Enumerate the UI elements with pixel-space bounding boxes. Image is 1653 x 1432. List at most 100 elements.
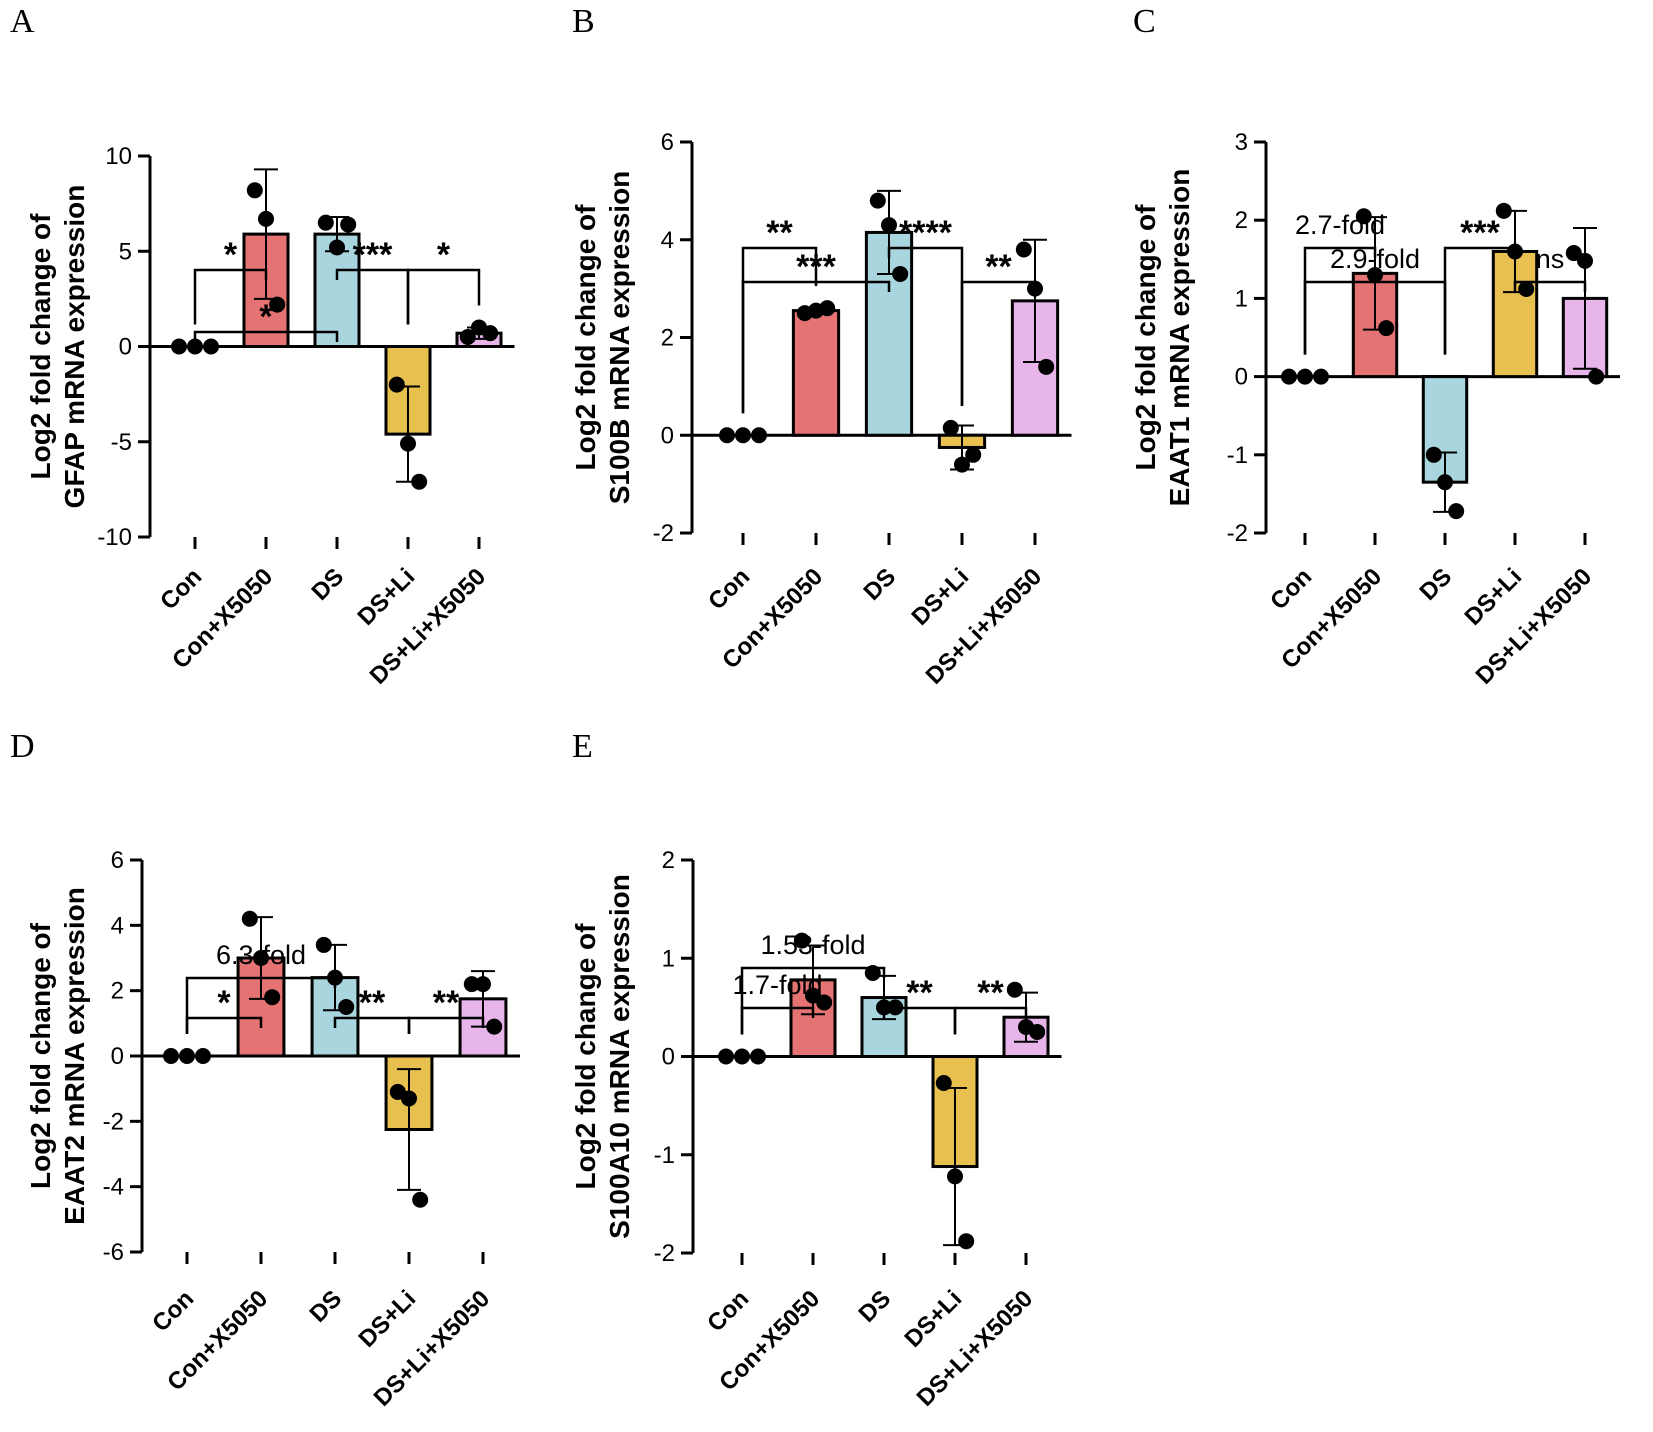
significance-label: ** bbox=[977, 974, 1004, 1012]
y-axis-title-line: GFAP mRNA expression bbox=[59, 185, 90, 509]
data-point bbox=[264, 989, 281, 1006]
data-point bbox=[793, 932, 810, 949]
data-point bbox=[269, 296, 286, 313]
significance-label: * bbox=[217, 984, 231, 1022]
y-tick-label: -1 bbox=[1227, 442, 1248, 469]
data-point bbox=[719, 427, 735, 444]
category-label: DS bbox=[305, 1285, 348, 1328]
significance-label: ** bbox=[359, 984, 386, 1022]
data-point bbox=[735, 427, 751, 444]
significance-bracket bbox=[1303, 246, 1377, 355]
data-point bbox=[816, 994, 833, 1011]
data-point bbox=[1425, 446, 1442, 463]
y-tick-label: 6 bbox=[661, 129, 674, 156]
y-tick-label: 4 bbox=[661, 227, 674, 254]
data-point bbox=[942, 419, 959, 436]
y-tick-label: 0 bbox=[661, 422, 674, 449]
significance-label: 1.7-fold bbox=[732, 970, 822, 1000]
significance-label: ** bbox=[433, 984, 460, 1022]
data-point bbox=[411, 473, 428, 490]
data-point bbox=[315, 936, 332, 953]
y-tick-label: -10 bbox=[97, 524, 132, 551]
y-tick-label: -2 bbox=[653, 520, 674, 547]
category-label: DS+Li bbox=[900, 1285, 968, 1353]
panel-b: B Log2 fold change of S100B mRNA expressio… bbox=[570, 3, 1072, 690]
data-point bbox=[1588, 368, 1605, 385]
significance-label: * bbox=[224, 236, 238, 274]
y-tick-label: 1 bbox=[662, 945, 675, 972]
data-point bbox=[1006, 981, 1023, 998]
data-point bbox=[187, 338, 203, 355]
significance-label: **** bbox=[899, 214, 953, 252]
data-point bbox=[246, 182, 263, 199]
data-point bbox=[1355, 208, 1372, 225]
y-tick-label: 3 bbox=[1235, 129, 1248, 156]
data-point bbox=[258, 210, 274, 227]
category-label: DS+Li bbox=[1460, 563, 1528, 631]
data-point bbox=[1437, 474, 1453, 491]
category-label: Con bbox=[155, 563, 207, 615]
category-label: Con bbox=[703, 563, 755, 615]
data-point bbox=[734, 1048, 750, 1065]
panel-letter: B bbox=[572, 3, 595, 40]
significance-bracket bbox=[193, 330, 339, 342]
y-axis-title: Log2 fold change of S100A10 mRNA expressi… bbox=[570, 874, 635, 1239]
data-point bbox=[1378, 320, 1395, 337]
data-point bbox=[317, 214, 334, 231]
data-point bbox=[869, 192, 886, 209]
y-tick-label: 5 bbox=[119, 238, 132, 265]
data-point bbox=[892, 265, 909, 282]
panel-letter: C bbox=[1133, 3, 1156, 40]
data-point bbox=[1518, 281, 1535, 298]
significance-bracket bbox=[185, 976, 337, 1034]
y-tick-label: 0 bbox=[1235, 364, 1248, 391]
significance-bracket bbox=[1513, 280, 1587, 292]
data-point bbox=[401, 1090, 417, 1107]
y-tick-label: 2 bbox=[111, 978, 124, 1005]
y-tick-label: 2 bbox=[661, 325, 674, 352]
y-axis-title-line: Log2 fold change of bbox=[25, 922, 56, 1189]
y-axis-title-line: Log2 fold change of bbox=[1130, 204, 1161, 471]
data-point bbox=[163, 1048, 179, 1064]
data-point bbox=[1297, 368, 1313, 385]
significance-bracket bbox=[406, 268, 481, 325]
data-point bbox=[1281, 368, 1297, 385]
data-point bbox=[400, 435, 416, 452]
panel-c: C Log2 fold change of EAAT1 mRNA expressio… bbox=[1130, 3, 1620, 690]
data-point bbox=[253, 950, 269, 966]
y-axis-title-line: Log2 fold change of bbox=[570, 204, 601, 471]
significance-label: *** bbox=[1460, 214, 1500, 252]
y-tick-label: -6 bbox=[103, 1239, 124, 1266]
significance-label: ** bbox=[906, 974, 933, 1012]
significance-bracket bbox=[953, 1006, 1028, 1035]
y-tick-label: -5 bbox=[111, 429, 132, 456]
data-point bbox=[340, 216, 357, 233]
y-axis-title-line: EAAT2 mRNA expression bbox=[59, 887, 90, 1225]
y-axis-title-line: Log2 fold change of bbox=[570, 923, 601, 1190]
y-tick-label: 0 bbox=[111, 1043, 124, 1070]
panel-letter: D bbox=[10, 728, 35, 765]
category-label: DS+Li bbox=[907, 563, 975, 631]
significance-label: ns bbox=[1536, 244, 1565, 274]
significance-label: ** bbox=[766, 214, 793, 252]
data-point bbox=[954, 456, 970, 473]
panel-a: A Log2 fold change of GFAP mRNA expression… bbox=[10, 3, 515, 690]
y-axis-title: Log2 fold change of GFAP mRNA expression bbox=[25, 185, 90, 509]
y-axis-title: Log2 fold change of EAAT2 mRNA expression bbox=[25, 887, 90, 1225]
y-tick-label: 10 bbox=[105, 143, 132, 170]
data-point bbox=[935, 1075, 952, 1092]
category-label: DS bbox=[307, 563, 350, 606]
data-point bbox=[463, 976, 480, 993]
data-point bbox=[179, 1048, 195, 1064]
data-point bbox=[1313, 368, 1329, 385]
significance-label: 1.53-fold bbox=[760, 930, 865, 960]
data-point bbox=[965, 446, 982, 463]
category-label: Con bbox=[147, 1285, 199, 1337]
y-tick-label: -4 bbox=[103, 1174, 124, 1201]
category-label: DS bbox=[859, 563, 902, 606]
y-tick-label: -2 bbox=[103, 1108, 124, 1135]
data-point bbox=[459, 328, 476, 345]
data-point bbox=[1577, 252, 1593, 269]
significance-label: * bbox=[259, 298, 273, 336]
data-point bbox=[329, 239, 345, 256]
